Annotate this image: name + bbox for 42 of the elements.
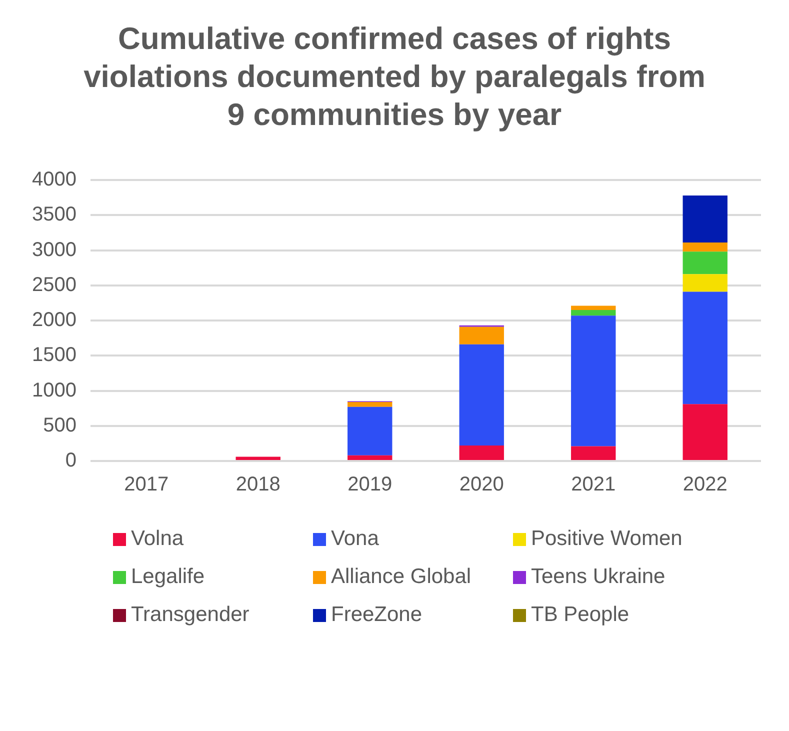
bar (571, 310, 616, 316)
y-tick-label: 2500 (32, 274, 76, 296)
legend-label: Legalife (131, 565, 205, 589)
legend-label: TB People (531, 603, 630, 627)
legend-label: Positive Women (531, 527, 682, 551)
y-tick-label: 4000 (32, 168, 76, 191)
bar (571, 306, 616, 310)
y-tick-label: 0 (65, 450, 76, 472)
legend-label: Transgender (131, 603, 250, 627)
y-tick-label: 3000 (32, 238, 76, 261)
legend-label: Volna (131, 527, 184, 551)
x-tick-label: 2022 (682, 474, 728, 496)
bar (348, 406, 392, 456)
bar (459, 326, 504, 344)
x-tick-label: 2019 (348, 474, 392, 496)
legend-label: Alliance Global (331, 565, 472, 589)
bar (682, 252, 728, 274)
bar (459, 344, 504, 446)
bar (571, 446, 616, 460)
x-tick-label: 2017 (124, 474, 169, 496)
bar (571, 316, 616, 446)
x-tick-label: 2021 (571, 474, 616, 496)
y-tick-label: 3500 (32, 204, 76, 226)
y-tick-label: 500 (43, 414, 76, 436)
bar (682, 404, 728, 460)
bar (348, 402, 392, 407)
y-tick-label: 1500 (32, 344, 76, 366)
legend-label: FreeZone (331, 603, 422, 627)
y-tick-label: 1000 (32, 379, 76, 402)
bar (682, 242, 728, 252)
bar (682, 292, 728, 404)
bar (459, 446, 504, 460)
legend-label: Vona (331, 527, 379, 551)
x-tick-label: 2020 (459, 474, 504, 496)
y-tick-label: 2000 (32, 309, 76, 332)
chart-title: Cumulative confirmed cases of rights violations documented by paralegals from 9 communities by year (82, 20, 706, 134)
bar (682, 274, 728, 292)
bar (236, 456, 280, 460)
bar (348, 455, 392, 460)
legend-label: Teens Ukraine (531, 565, 666, 589)
x-tick-label: 2018 (236, 474, 280, 496)
bar (682, 195, 728, 243)
